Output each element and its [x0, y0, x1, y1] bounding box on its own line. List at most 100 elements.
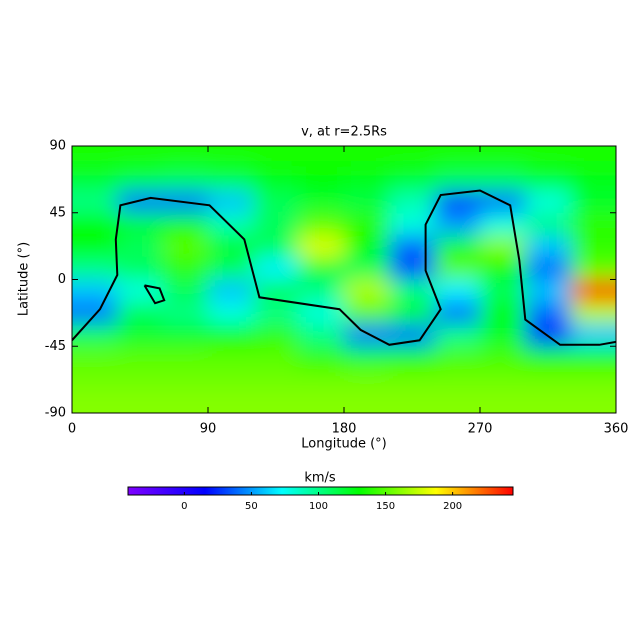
heat-cell	[480, 257, 526, 280]
heat-cell	[570, 190, 616, 214]
heat-cell	[389, 212, 436, 236]
heat-cell	[480, 212, 526, 236]
x-tick-label: 0	[68, 422, 76, 437]
heat-cell	[298, 168, 345, 191]
heat-cell	[117, 279, 164, 303]
heat-cell	[570, 390, 616, 413]
heat-cell	[525, 146, 572, 169]
heat-cell	[117, 190, 164, 214]
heat-cell	[344, 346, 390, 369]
heat-cell	[72, 190, 118, 214]
heat-cell	[298, 235, 345, 258]
heat-cell	[72, 324, 118, 347]
heat-cell	[253, 235, 300, 258]
heat-cell	[117, 346, 164, 369]
contour-line	[72, 189, 616, 346]
heat-cell	[208, 390, 254, 413]
heat-cell	[253, 168, 300, 191]
heat-cell	[72, 346, 118, 369]
colorbar-tick-label: 0	[181, 501, 187, 512]
colorbar-tick-label: 100	[309, 501, 328, 512]
heat-cell	[253, 346, 300, 369]
heat-cell	[72, 235, 118, 258]
heat-cell	[389, 324, 436, 347]
colorbar-tick-label: 50	[245, 501, 258, 512]
y-tick-label: 45	[49, 205, 66, 220]
colorbar-label: km/s	[304, 471, 336, 486]
heat-cell	[208, 235, 254, 258]
y-tick-label: -45	[45, 339, 66, 354]
heat-cell	[344, 146, 390, 169]
heat-cell	[253, 301, 300, 325]
heat-cell	[298, 257, 345, 280]
heat-cell	[389, 146, 436, 169]
heat-cell	[525, 212, 572, 236]
heat-cell	[117, 146, 164, 169]
heat-cell	[72, 146, 118, 169]
heat-cell	[525, 190, 572, 214]
heat-cell	[525, 368, 572, 392]
heat-cell	[117, 324, 164, 347]
heat-cell	[162, 212, 209, 236]
heat-cell	[72, 168, 118, 191]
heat-cell	[117, 257, 164, 280]
heat-cell	[162, 346, 209, 369]
heat-cell	[480, 279, 526, 303]
heat-cell	[253, 212, 300, 236]
heat-cell	[72, 257, 118, 280]
heat-cell	[344, 324, 390, 347]
y-tick-label: -90	[45, 406, 66, 421]
colorbar	[127, 486, 514, 496]
heat-cell	[298, 390, 345, 413]
heat-cell	[525, 168, 572, 191]
cells	[72, 146, 616, 413]
heat-cell	[208, 212, 254, 236]
heat-cell	[298, 190, 345, 214]
heat-cell	[298, 368, 345, 392]
heat-cell	[434, 390, 481, 413]
heat-cell	[162, 390, 209, 413]
x-tick-label: 180	[332, 422, 357, 437]
y-tick-label: 90	[49, 139, 66, 154]
y-axis-label: Latitude (°)	[17, 242, 32, 316]
heat-cell	[525, 279, 572, 303]
heat-cell	[162, 279, 209, 303]
heat-cell	[72, 279, 118, 303]
heat-cell	[525, 390, 572, 413]
heat-cell	[208, 257, 254, 280]
heat-cell	[389, 346, 436, 369]
heat-cell	[480, 368, 526, 392]
heat-cell	[344, 301, 390, 325]
x-tick-label: 360	[604, 422, 629, 437]
heat-cell	[389, 301, 436, 325]
heat-cell	[480, 146, 526, 169]
x-tick-label: 90	[200, 422, 217, 437]
heat-cell	[525, 301, 572, 325]
heat-cell	[298, 279, 345, 303]
heat-cell	[208, 190, 254, 214]
heat-cell	[434, 368, 481, 392]
heat-cell	[253, 390, 300, 413]
heat-cell	[570, 324, 616, 347]
heat-cell	[72, 212, 118, 236]
heat-cell	[162, 257, 209, 280]
heat-cell	[208, 146, 254, 169]
heat-cell	[298, 212, 345, 236]
heat-cell	[117, 168, 164, 191]
contour-line	[143, 284, 166, 305]
heat-cell	[570, 257, 616, 280]
heat-cell	[570, 279, 616, 303]
heat-cell	[389, 168, 436, 191]
chart-title: v, at r=2.5Rs	[301, 125, 387, 140]
heat-cell	[298, 346, 345, 369]
heat-cell	[344, 168, 390, 191]
heat-cell	[253, 146, 300, 169]
y-tick-label: 0	[58, 272, 66, 287]
heat-cell	[117, 301, 164, 325]
heat-cell	[480, 235, 526, 258]
heat-cell	[298, 146, 345, 169]
heat-cell	[253, 190, 300, 214]
heat-cell	[208, 368, 254, 392]
heat-cell	[389, 235, 436, 258]
